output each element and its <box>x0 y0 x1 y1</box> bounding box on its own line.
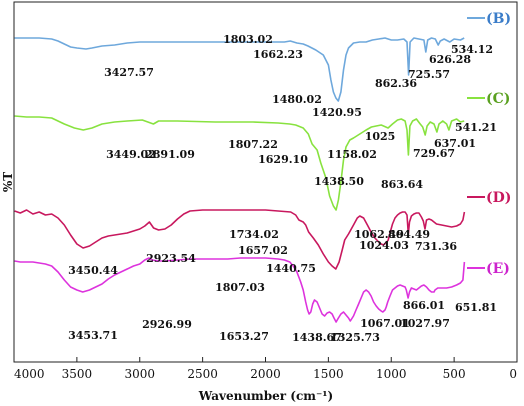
peak-label: 1024.03 <box>359 239 409 252</box>
x-axis-ticks: 4000 3500 3000 2500 2000 1500 1000 500 0 <box>13 357 518 381</box>
peak-label: 1653.27 <box>219 330 269 343</box>
x-tick-label: 3500 <box>62 367 93 381</box>
legend: (B) (C) (D) (E) <box>467 11 511 277</box>
peak-label: 1438.50 <box>314 175 364 188</box>
x-tick-label: 2000 <box>250 367 281 381</box>
peak-label: 1803.02 <box>223 33 273 46</box>
x-tick-label: 3000 <box>124 367 155 381</box>
peak-label: 729.67 <box>413 147 455 160</box>
peak-label: 637.01 <box>434 137 476 150</box>
x-tick-label: 1500 <box>313 367 344 381</box>
peak-label: 1480.02 <box>272 93 322 106</box>
x-tick-label: 0 <box>509 367 517 381</box>
legend-label: (B) <box>486 11 511 27</box>
peak-label: 863.64 <box>381 178 423 191</box>
peak-label: 1657.02 <box>238 244 288 257</box>
series-layer <box>14 37 466 323</box>
peak-label: 725.57 <box>408 68 450 81</box>
series-line-b <box>14 37 465 102</box>
x-axis-label: Wavenumber (cm⁻¹) <box>198 389 333 403</box>
peak-label: 1420.95 <box>312 106 362 119</box>
peak-label: 1629.10 <box>258 153 308 166</box>
legend-label: (E) <box>486 261 510 277</box>
peak-label: 866.01 <box>403 299 445 312</box>
peak-label: 1807.03 <box>215 281 265 294</box>
peak-label: 1158.02 <box>327 148 377 161</box>
peak-label: 2926.99 <box>142 318 192 331</box>
peak-label: 3453.71 <box>68 329 118 342</box>
peak-label: 626.28 <box>429 53 471 66</box>
peak-label: 1807.22 <box>228 138 278 151</box>
y-axis-label: %T <box>1 172 15 192</box>
peak-label: 1440.75 <box>266 262 316 275</box>
peak-label: 2923.54 <box>146 252 196 265</box>
x-tick-label: 500 <box>443 367 466 381</box>
peak-label: 2891.09 <box>145 148 195 161</box>
series-line-d <box>14 209 466 270</box>
peak-label: 1062.49 <box>354 228 404 241</box>
peak-label: 1438.67 <box>292 331 342 344</box>
peak-label: 731.36 <box>415 240 457 253</box>
x-tick-label: 4000 <box>14 367 45 381</box>
legend-label: (D) <box>486 190 511 206</box>
peak-label: 1067.01 <box>360 317 410 330</box>
x-tick-label: 2500 <box>187 367 218 381</box>
peak-label: 1025 <box>365 130 396 143</box>
peak-label: 3427.57 <box>104 66 154 79</box>
series-line-e <box>14 257 466 323</box>
peak-label: 651.81 <box>455 301 497 314</box>
peak-label: 3449.02 <box>106 148 156 161</box>
peak-label: 1325.73 <box>330 331 380 344</box>
peak-label: 862.36 <box>375 77 417 90</box>
peak-label: 3450.44 <box>68 264 118 277</box>
peak-label: 864.49 <box>388 228 430 241</box>
peak-label: 1734.02 <box>229 228 279 241</box>
peak-label: 1027.97 <box>400 317 450 330</box>
legend-label: (C) <box>486 91 510 107</box>
peak-label: 1662.23 <box>253 48 303 61</box>
x-tick-label: 1000 <box>376 367 407 381</box>
series-line-c <box>14 115 465 211</box>
peak-label: 534.12 <box>451 43 493 56</box>
peak-label: 541.21 <box>455 121 497 134</box>
